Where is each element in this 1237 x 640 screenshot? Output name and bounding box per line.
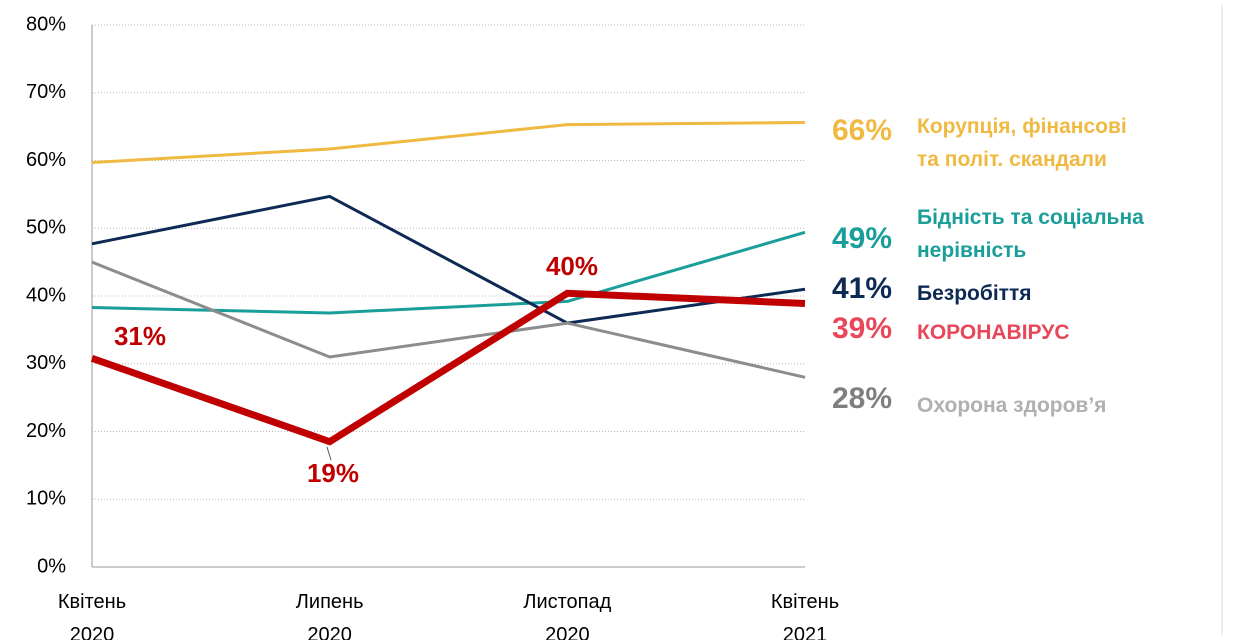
x-tick-label: Липень 2020	[295, 591, 364, 640]
y-tick-label: 30%	[26, 352, 66, 374]
legend-label: Безробіття	[917, 282, 1032, 305]
value-label: 19%	[307, 458, 359, 488]
y-tick-label: 80%	[26, 13, 66, 35]
series-line	[91, 121, 806, 165]
legend-label: КОРОНАВІРУС	[917, 321, 1070, 344]
y-tick-label: 60%	[26, 149, 66, 171]
legend-label: Охорона здоров’я	[917, 394, 1107, 417]
y-tick-label: 40%	[26, 284, 66, 306]
end-value-label: 28%	[832, 382, 892, 415]
end-value-label: 41%	[832, 272, 892, 305]
x-tick-label: Квітень 2020	[57, 591, 127, 640]
series-line	[91, 194, 806, 325]
x-tick-label: Листопад 2020	[523, 591, 612, 640]
y-tick-label: 50%	[26, 217, 66, 239]
y-tick-label: 70%	[26, 81, 66, 103]
y-tick-label: 0%	[37, 555, 66, 577]
legend-label: Корупція, фінансові та політ. скандали	[917, 115, 1127, 171]
series-line	[90, 289, 806, 446]
x-tick-label: Квітень 2021	[770, 591, 840, 640]
leader-line	[326, 446, 332, 461]
end-value-label: 39%	[832, 312, 892, 345]
end-value-label: 49%	[832, 222, 892, 255]
end-value-label: 66%	[832, 114, 892, 147]
legend-label: Бідність та соціальна нерівність	[917, 206, 1144, 262]
y-tick-label: 20%	[26, 420, 66, 442]
value-label: 40%	[546, 251, 598, 281]
series-line	[91, 260, 806, 379]
y-tick-label: 10%	[26, 488, 66, 510]
value-label: 31%	[114, 321, 166, 351]
